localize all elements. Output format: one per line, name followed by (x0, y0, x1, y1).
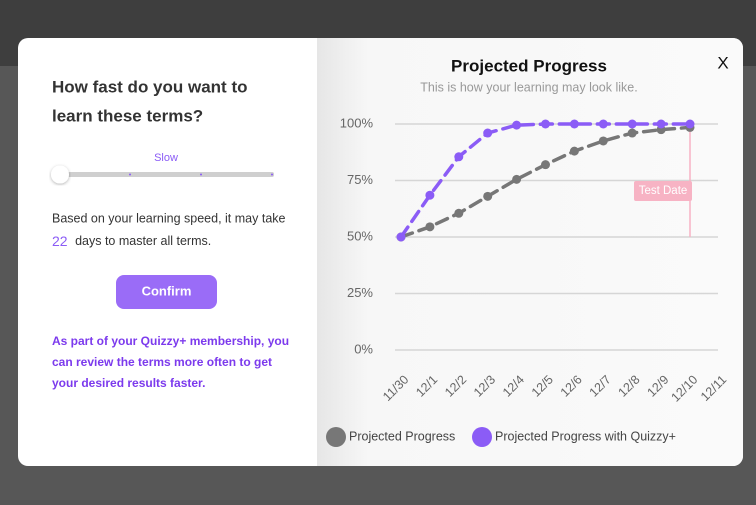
data-point (627, 128, 637, 138)
annotation-label: Test Date (639, 185, 688, 197)
data-point (685, 119, 695, 129)
slider-thumb[interactable] (51, 165, 69, 184)
y-tick-label: 100% (340, 115, 374, 130)
confirm-label[interactable]: Confirm (142, 283, 192, 298)
chart-subtitle: This is how your learning may look like. (420, 80, 637, 94)
estimate-text: days to master all terms. (75, 234, 211, 248)
membership-note: As part of your Quizzy+ membership, you (52, 334, 289, 348)
slider-track[interactable] (60, 172, 274, 177)
data-point (541, 160, 550, 170)
question: learn these terms? (52, 106, 203, 125)
data-point (512, 120, 522, 130)
slider-label: Slow (154, 152, 178, 164)
data-point (454, 152, 464, 162)
data-point (454, 208, 464, 218)
data-point (598, 119, 608, 129)
chart-panel (317, 38, 743, 466)
close-button[interactable]: X (717, 53, 728, 72)
data-point (569, 119, 579, 129)
slider-stop (200, 173, 202, 176)
legend-swatch (326, 427, 346, 447)
data-point (569, 146, 579, 156)
data-point (627, 119, 637, 129)
legend-label: Projected Progress with Quizzy+ (495, 429, 676, 443)
legend-label: Projected Progress (349, 429, 455, 443)
annotation-box (634, 181, 692, 201)
question: How fast do you want to (52, 77, 248, 96)
data-point (425, 190, 435, 200)
slider-stop (271, 173, 273, 176)
data-point (396, 232, 406, 242)
y-tick-label: 25% (347, 285, 373, 300)
y-tick-label: 50% (347, 228, 373, 243)
data-point (541, 119, 550, 129)
estimate-text: Based on your learning speed, it may tak… (52, 211, 286, 225)
data-point (483, 191, 493, 201)
data-point (512, 174, 522, 184)
data-point (656, 119, 666, 129)
legend-swatch (472, 427, 492, 447)
data-point (483, 128, 493, 138)
slider-stop (129, 173, 131, 176)
membership-note: can review the terms more often to get (52, 355, 272, 369)
data-point (598, 136, 608, 146)
chart-title: Projected Progress (451, 56, 607, 75)
y-tick-label: 75% (347, 172, 373, 187)
y-tick-label: 0% (354, 341, 373, 356)
data-point (425, 222, 435, 232)
confirm-button[interactable] (116, 275, 217, 309)
estimate-days: 22 (52, 233, 68, 249)
membership-note: your desired results faster. (52, 376, 205, 390)
estimate-line: 22 days to master all terms. (52, 233, 211, 249)
